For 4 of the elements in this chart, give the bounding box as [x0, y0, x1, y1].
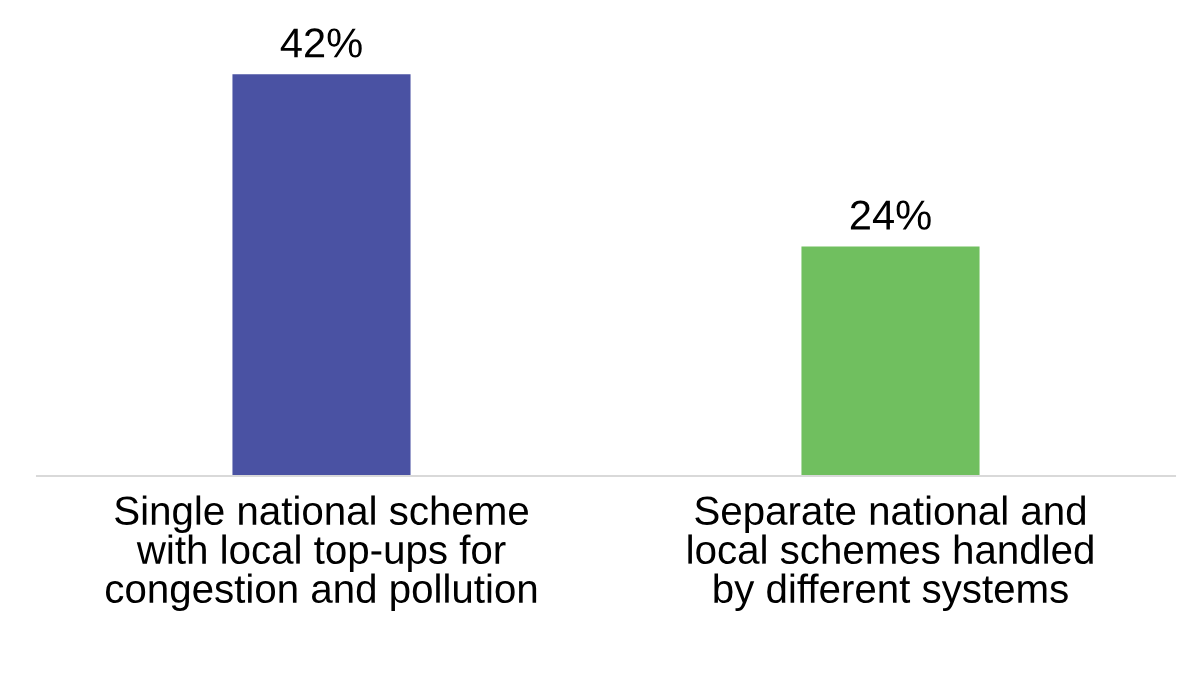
data-label: 42% [280, 28, 362, 58]
x-tick-label: Single national scheme with local top-ups for congestion and pollution [106, 495, 537, 611]
x-tick-label: Separate national and local schemes handled by different systems [688, 495, 1093, 611]
data-label: 24% [850, 200, 931, 230]
